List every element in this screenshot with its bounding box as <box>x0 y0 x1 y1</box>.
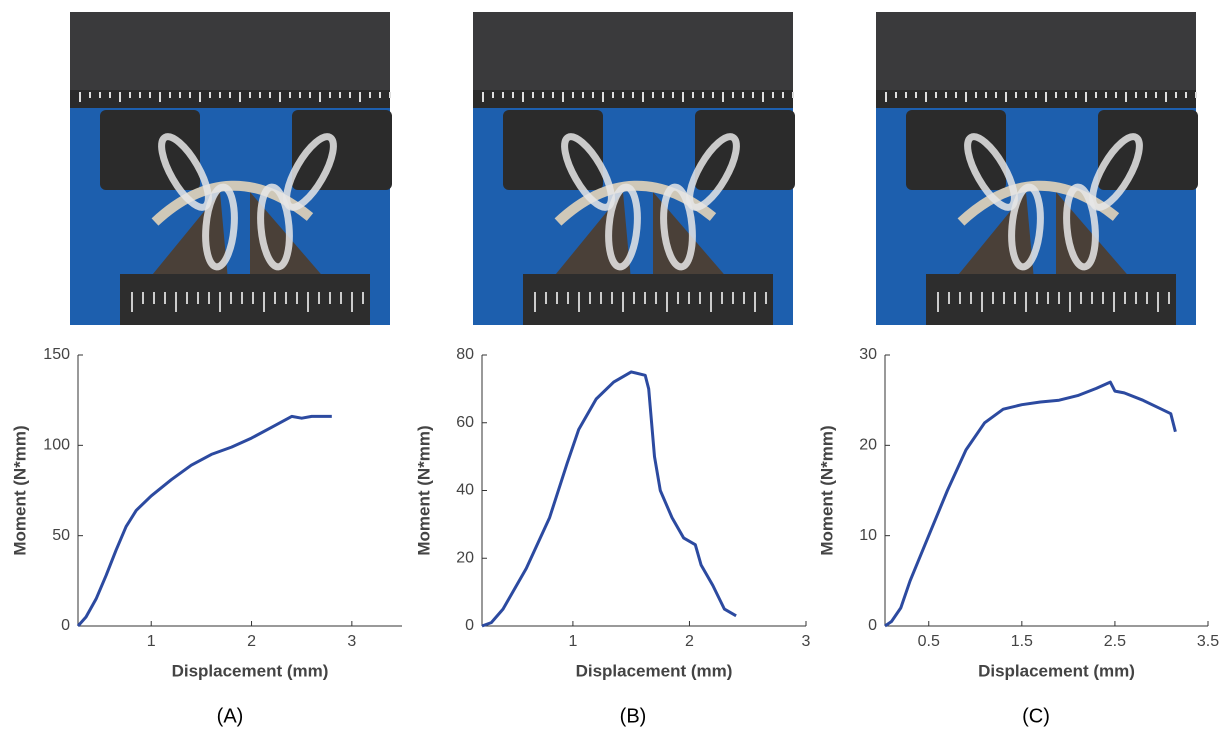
link <box>964 133 1018 211</box>
link <box>561 133 615 211</box>
link <box>605 183 641 271</box>
link <box>1008 183 1044 271</box>
x-tick-label: 1 <box>147 633 156 650</box>
x-tick-label: 3.5 <box>1197 633 1219 650</box>
link <box>686 133 740 211</box>
y-tick-label: 20 <box>859 437 877 454</box>
x-tick-label: 1 <box>568 633 577 650</box>
x-tick-label: 2.5 <box>1104 633 1126 650</box>
x-tick-label: 0.5 <box>918 633 940 650</box>
clamp <box>503 110 603 190</box>
photo <box>70 12 392 325</box>
y-tick-label: 0 <box>465 617 474 634</box>
clamp <box>906 110 1006 190</box>
photo <box>876 12 1198 325</box>
y-tick-label: 80 <box>456 346 474 363</box>
photo <box>473 12 795 325</box>
y-tick-label: 10 <box>859 527 877 544</box>
data-line <box>76 414 332 627</box>
x-tick-label: 2 <box>685 633 694 650</box>
x-axis-label: Displacement (mm) <box>576 661 733 680</box>
x-tick-label: 3 <box>347 633 356 650</box>
ruler-bottom <box>523 274 773 325</box>
link <box>283 133 337 211</box>
x-axis-label: Displacement (mm) <box>172 661 329 680</box>
x-tick-label: 3 <box>802 633 811 650</box>
y-axis-label: Moment (N*mm) <box>10 425 29 555</box>
data-line <box>481 370 737 628</box>
x-tick-label: 1.5 <box>1011 633 1033 650</box>
y-tick-label: 150 <box>43 346 70 363</box>
y-tick-label: 0 <box>868 617 877 634</box>
y-tick-label: 60 <box>456 414 474 431</box>
y-tick-label: 40 <box>456 482 474 499</box>
link <box>202 183 238 271</box>
clamp <box>292 110 392 190</box>
panel-label: (B) <box>620 705 647 727</box>
panel-label: (A) <box>217 705 244 727</box>
y-axis-label: Moment (N*mm) <box>817 425 836 555</box>
ruler-bottom <box>120 274 370 325</box>
ruler-bottom <box>926 274 1176 325</box>
y-tick-label: 100 <box>43 437 70 454</box>
link <box>1089 133 1143 211</box>
clamp <box>1098 110 1198 190</box>
y-tick-label: 50 <box>52 527 70 544</box>
y-tick-label: 0 <box>61 617 70 634</box>
data-line <box>884 380 1177 628</box>
y-axis-label: Moment (N*mm) <box>414 425 433 555</box>
y-tick-label: 30 <box>859 346 877 363</box>
link <box>257 183 293 271</box>
x-tick-label: 2 <box>247 633 256 650</box>
link <box>660 183 696 271</box>
y-tick-label: 20 <box>456 549 474 566</box>
clamp <box>695 110 795 190</box>
link <box>158 133 212 211</box>
panel-label: (C) <box>1022 705 1050 727</box>
link <box>1063 183 1099 271</box>
x-axis-label: Displacement (mm) <box>978 661 1135 680</box>
clamp <box>100 110 200 190</box>
